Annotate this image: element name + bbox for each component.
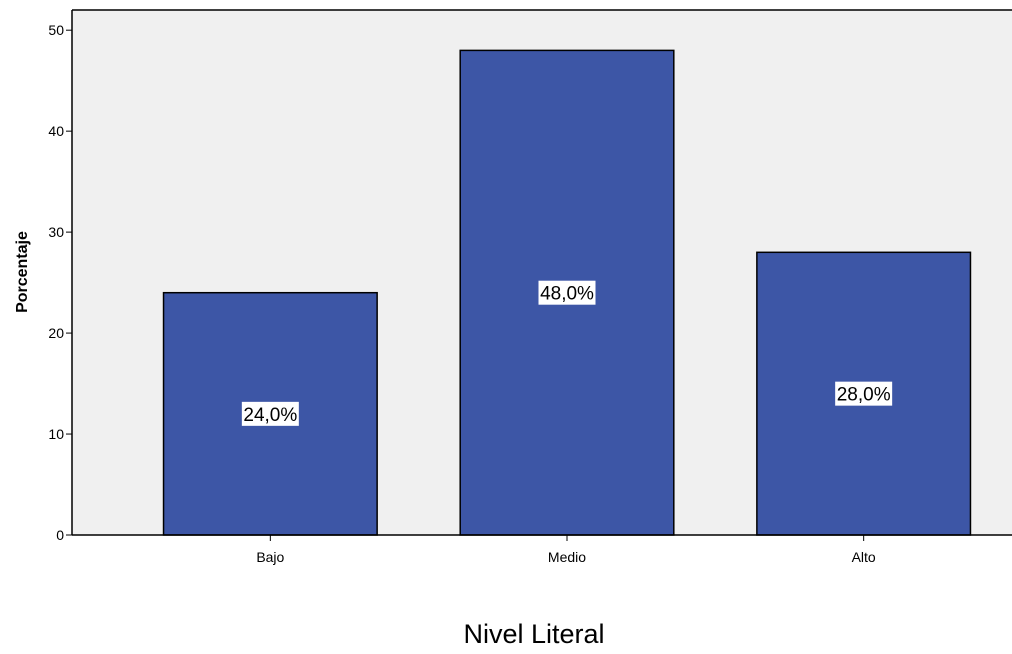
data-label-box (835, 381, 893, 406)
data-label-box (241, 401, 299, 426)
y-tick-label: 0 (56, 527, 64, 543)
y-tick-label: 20 (48, 325, 64, 341)
y-tick-label: 10 (48, 426, 64, 442)
y-tick-label: 30 (48, 224, 64, 240)
x-tick-label: Medio (548, 549, 586, 565)
x-tick-label: Bajo (256, 549, 284, 565)
bars-layer (162, 49, 972, 536)
data-label-box (538, 280, 596, 305)
x-axis-title: Nivel Literal (463, 619, 604, 649)
y-tick-label: 50 (48, 22, 64, 38)
data-label: 28,0% (837, 385, 891, 406)
y-axis-title: Porcentaje (14, 231, 31, 313)
data-label: 48,0% (540, 284, 594, 305)
data-label: 24,0% (243, 405, 297, 426)
y-tick-label: 40 (48, 123, 64, 139)
axes-layer: Bajo Medio Alto 0 10 20 30 40 50 (48, 9, 1012, 565)
data-labels-layer: 24,0% 48,0% 28,0% (241, 280, 893, 426)
x-tick-label: Alto (852, 549, 876, 565)
